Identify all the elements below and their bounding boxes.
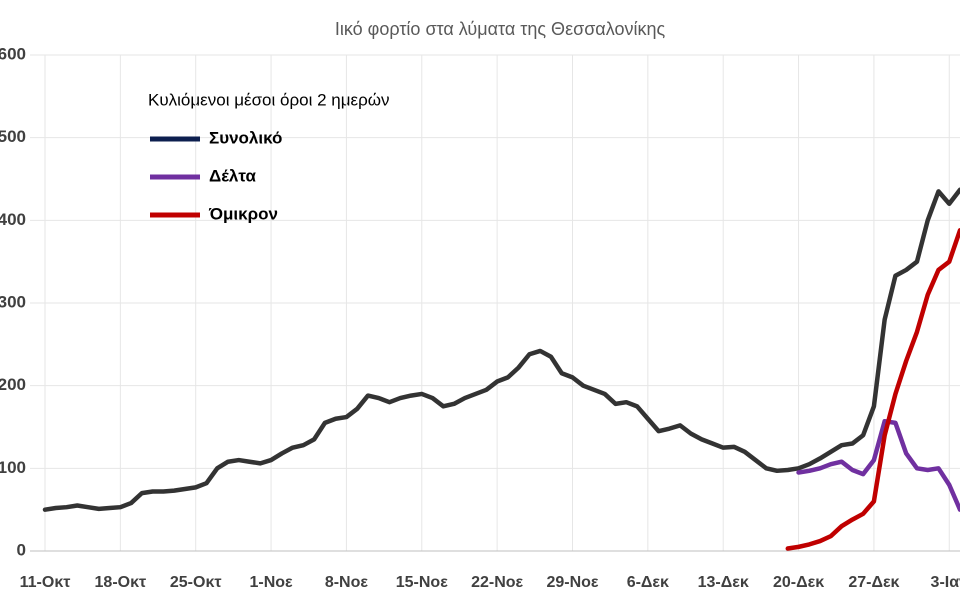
x-tick-label: 18-Οκτ	[95, 574, 147, 591]
series-line	[42, 187, 960, 512]
x-tick-label: 29-Νοε	[546, 574, 598, 591]
x-tick-label: 3-Ιαν	[931, 574, 960, 591]
x-tick-label: 1-Νοε	[249, 574, 293, 591]
x-tick-label: 15-Νοε	[396, 574, 448, 591]
y-tick-label: 200	[0, 375, 26, 394]
y-tick-label: 400	[0, 210, 26, 229]
chart-title: Ιικό φορτίο στα λύματα της Θεσσαλονίκης	[335, 19, 666, 39]
y-tick-label: 300	[0, 292, 26, 311]
legend-label: Δέλτα	[209, 166, 256, 185]
series-line	[785, 228, 960, 551]
x-tick-label: 20-Δεκ	[773, 574, 824, 591]
x-tick-label: 8-Νοε	[325, 574, 369, 591]
x-tick-label: 27-Δεκ	[848, 574, 899, 591]
x-tick-label: 13-Δεκ	[698, 574, 749, 591]
y-tick-label: 100	[0, 458, 26, 477]
y-tick-label: 500	[0, 127, 26, 146]
x-tick-label: 25-Οκτ	[170, 574, 222, 591]
x-tick-label: 22-Νοε	[471, 574, 523, 591]
legend-label: Όμικρον	[208, 204, 278, 223]
series-line	[796, 418, 960, 512]
y-tick-label: 600	[0, 44, 26, 63]
legend-title: Κυλιόμενοι μέσοι όροι 2 ημερών	[148, 90, 390, 109]
legend-label: Συνολικό	[209, 128, 282, 147]
x-tick-label: 6-Δεκ	[627, 574, 669, 591]
y-tick-label: 0	[17, 540, 26, 559]
x-tick-label: 11-Οκτ	[20, 574, 71, 591]
